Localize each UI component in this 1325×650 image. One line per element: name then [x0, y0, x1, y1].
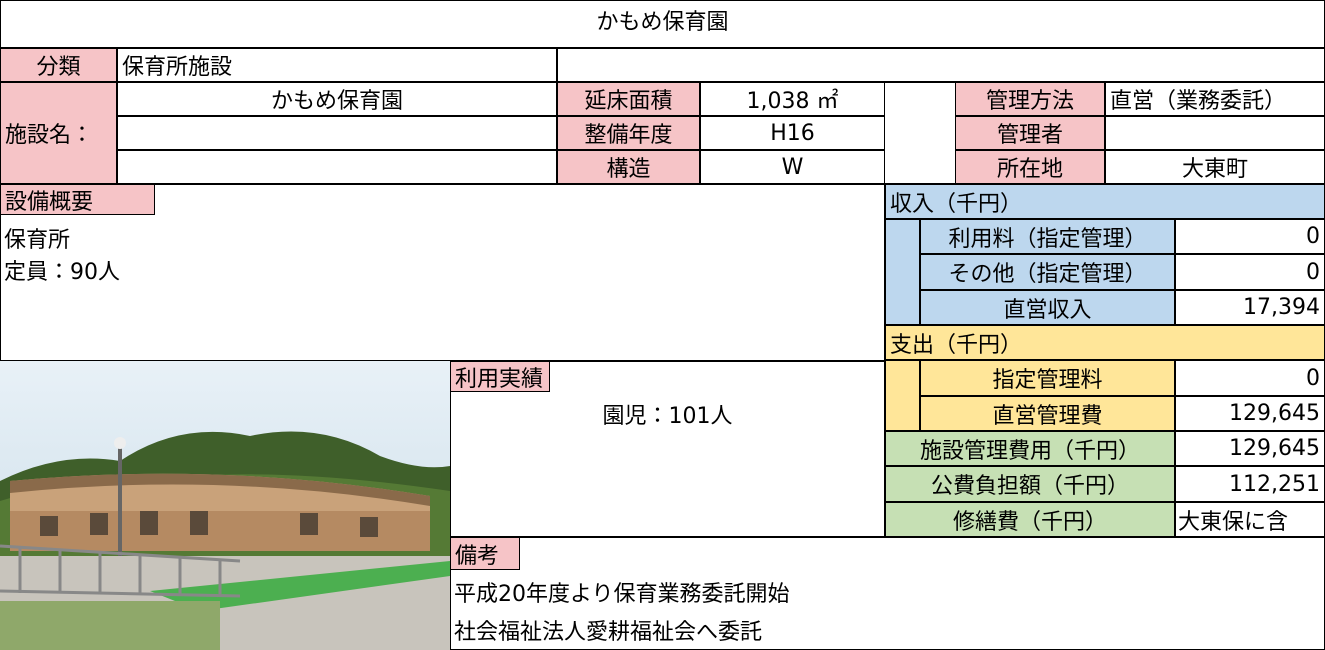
remarks-line: 平成20年度より保育業務委託開始: [454, 582, 790, 607]
equipment-line: 定員：90人: [4, 260, 120, 285]
attribute-label: 構造: [557, 150, 700, 184]
management-label: 管理方法: [955, 82, 1105, 116]
income-value: 17,394: [1175, 290, 1325, 325]
management-label: 所在地: [955, 150, 1105, 184]
total-label: 公費負担額（千円）: [885, 466, 1175, 502]
management-label: 管理者: [955, 116, 1105, 150]
remarks-label: 備考: [450, 537, 520, 570]
income-label: 利用料（指定管理）: [920, 219, 1175, 254]
income-value: 0: [1175, 219, 1325, 254]
empty-cell: [1105, 116, 1325, 150]
expense-header: 支出（千円）: [885, 325, 1325, 360]
expense-label: 直営管理費: [920, 396, 1175, 431]
income-indent: [885, 219, 920, 325]
classification-value: 保育所施設: [117, 48, 557, 82]
equipment-label: 設備概要: [0, 184, 155, 215]
usage-value: 園児：101人: [602, 404, 733, 429]
total-label: 施設管理費用（千円）: [885, 431, 1175, 466]
expense-value: 129,645: [1175, 396, 1325, 431]
expense-indent: [885, 360, 920, 431]
management-value: 大東町: [1105, 150, 1325, 184]
classification-label: 分類: [0, 48, 117, 82]
remarks-line: 社会福祉法人愛耕福祉会へ委託: [454, 620, 763, 645]
income-header: 収入（千円）: [885, 184, 1325, 219]
usage-label: 利用実績: [450, 361, 550, 392]
total-value: 112,251: [1175, 466, 1325, 502]
attribute-value: 1,038 ㎡: [700, 82, 885, 116]
spacer: [885, 82, 955, 184]
attribute-label: 整備年度: [557, 116, 700, 150]
expense-label: 指定管理料: [920, 360, 1175, 396]
attribute-value: W: [700, 150, 885, 184]
empty-cell: [117, 150, 557, 184]
income-label: 直営収入: [920, 290, 1175, 325]
usage-box: [450, 361, 885, 537]
equipment-box: [0, 184, 885, 361]
empty-cell: [117, 116, 557, 150]
facility-name-label: 施設名：: [0, 82, 117, 184]
facility-name-value: かもめ保育園: [117, 82, 557, 116]
expense-value: 0: [1175, 360, 1325, 396]
equipment-line: 保育所: [4, 228, 71, 253]
attribute-value: H16: [700, 116, 885, 150]
income-label: その他（指定管理）: [920, 254, 1175, 290]
total-label: 修繕費（千円）: [885, 502, 1175, 537]
management-value: 直営（業務委託）: [1105, 82, 1325, 116]
title: かもめ保育園: [0, 0, 1325, 48]
total-value: 129,645: [1175, 431, 1325, 466]
empty-cell: [557, 48, 1325, 82]
income-value: 0: [1175, 254, 1325, 290]
attribute-label: 延床面積: [557, 82, 700, 116]
total-value: 大東保に含: [1175, 502, 1325, 537]
facility-photo: [0, 361, 450, 650]
